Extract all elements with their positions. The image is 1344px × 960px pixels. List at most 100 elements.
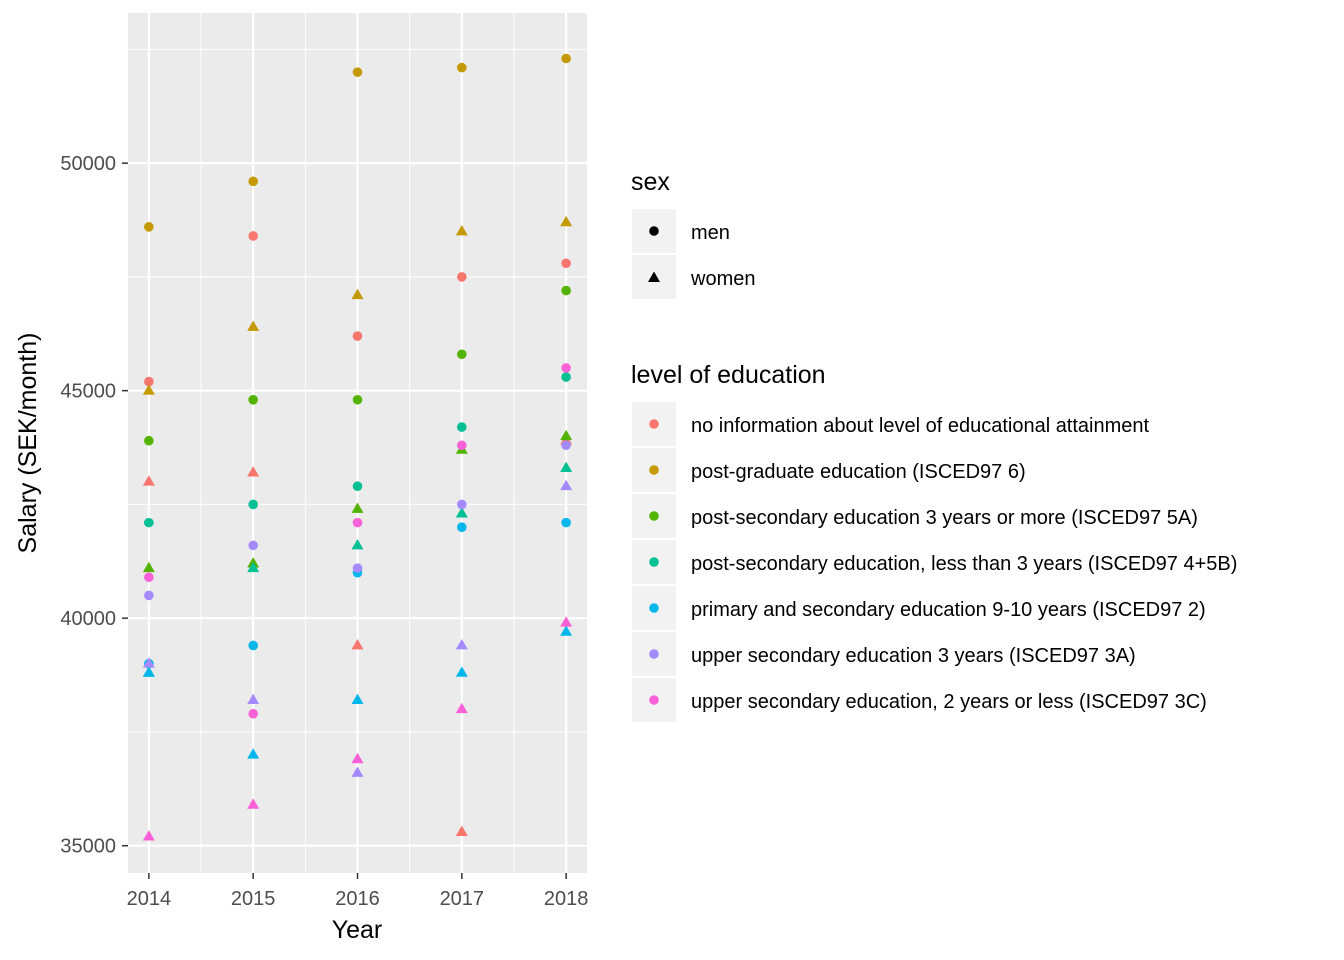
legend-education-symbol [649, 695, 659, 705]
legend-sex: sex men women [631, 168, 755, 299]
y-tick-label: 50000 [60, 153, 116, 175]
legend-men-symbol [649, 226, 659, 236]
data-point-women [351, 288, 364, 300]
data-point-women [351, 639, 364, 650]
data-point-women [560, 461, 573, 472]
data-point-women [142, 830, 155, 841]
legend-sex-label: men [691, 222, 730, 244]
data-point-men [248, 708, 258, 719]
data-point-men [352, 517, 363, 528]
legend-education-symbol [649, 603, 659, 613]
data-point-women [351, 766, 364, 777]
data-point-women [560, 625, 573, 636]
data-point-men [457, 499, 467, 510]
data-points [142, 53, 573, 841]
legend-women-symbol [648, 271, 660, 282]
legend-education: level of education no information about … [631, 361, 1237, 722]
data-point-women [247, 320, 260, 331]
data-point-women [560, 479, 573, 491]
data-point-women [247, 466, 260, 477]
data-point-women [455, 639, 468, 650]
data-point-men [144, 435, 154, 446]
data-point-women [247, 561, 260, 573]
data-point-men [561, 285, 571, 296]
data-point-men [457, 349, 467, 360]
legend-education-symbol [649, 511, 659, 521]
data-point-men [561, 517, 571, 528]
data-point-women [142, 475, 155, 486]
data-point-women [455, 702, 468, 714]
x-tick-label: 2017 [440, 888, 485, 910]
data-point-women [455, 224, 468, 236]
data-point-women [142, 666, 155, 677]
x-tick-label: 2014 [127, 888, 172, 910]
x-axis: 2014 2015 2016 2017 2018 [127, 873, 589, 910]
data-point-women [351, 538, 364, 550]
data-point-women [455, 825, 468, 836]
data-point-men [561, 440, 571, 451]
x-tick-label: 2016 [335, 888, 380, 910]
data-point-women [247, 693, 260, 705]
data-point-men [457, 62, 467, 73]
y-tick-label: 35000 [60, 836, 116, 858]
data-point-women [247, 798, 260, 809]
legend-sex-title: sex [631, 168, 670, 196]
data-point-men [457, 272, 467, 282]
data-point-men [352, 67, 363, 77]
major-gridlines [128, 13, 587, 873]
legend-education-label: post-secondary education 3 years or more… [691, 507, 1198, 529]
data-point-men [248, 640, 258, 651]
data-point-men [352, 563, 363, 573]
y-axis-title: Salary (SEK/month) [14, 333, 42, 554]
data-point-men [561, 363, 571, 373]
data-point-women [142, 657, 155, 668]
data-point-women [247, 748, 260, 759]
legend-sex-label: women [690, 268, 755, 290]
data-point-men [248, 540, 258, 551]
data-point-men [144, 572, 154, 583]
data-point-women [351, 693, 364, 705]
data-point-women [455, 507, 468, 518]
data-point-men [144, 376, 154, 387]
data-point-women [351, 502, 364, 513]
data-point-men [352, 394, 363, 405]
data-point-women [455, 666, 468, 677]
legend-education-label: primary and secondary education 9-10 yea… [691, 599, 1206, 621]
y-tick-label: 45000 [60, 381, 116, 403]
legend-education-title: level of education [631, 361, 826, 389]
data-point-men [561, 372, 571, 382]
data-point-men [561, 258, 571, 269]
data-point-men [457, 422, 467, 432]
data-point-men [144, 517, 154, 528]
data-point-men [352, 481, 363, 492]
data-point-men [248, 394, 258, 405]
data-point-men [248, 499, 258, 510]
legend-education-symbol [649, 557, 659, 567]
legend-education-label: post-secondary education, less than 3 ye… [691, 553, 1237, 575]
data-point-men [457, 522, 467, 532]
data-point-men [144, 222, 154, 232]
x-tick-label: 2018 [544, 888, 589, 910]
legend-education-label: upper secondary education 3 years (ISCED… [691, 645, 1136, 667]
data-point-men [457, 440, 467, 451]
legend-education-label: upper secondary education, 2 years or le… [691, 691, 1207, 713]
legend-education-label: post-graduate education (ISCED97 6) [691, 461, 1026, 483]
data-point-women [142, 384, 155, 395]
data-point-men [248, 231, 258, 241]
x-tick-label: 2015 [231, 888, 276, 910]
data-point-women [351, 752, 364, 764]
data-point-men [248, 176, 258, 187]
data-point-women [560, 215, 573, 227]
y-axis: 35000 40000 45000 50000 [60, 153, 128, 858]
data-point-women [142, 561, 155, 573]
legend-education-symbol [649, 419, 659, 429]
data-point-women [560, 616, 573, 627]
legend-education-symbol [649, 465, 659, 475]
data-point-men [352, 331, 363, 341]
data-point-men [561, 53, 571, 64]
minor-gridlines [128, 13, 587, 873]
x-axis-title: Year [332, 916, 383, 944]
legend-education-symbol [649, 649, 659, 659]
data-point-women [560, 429, 573, 441]
